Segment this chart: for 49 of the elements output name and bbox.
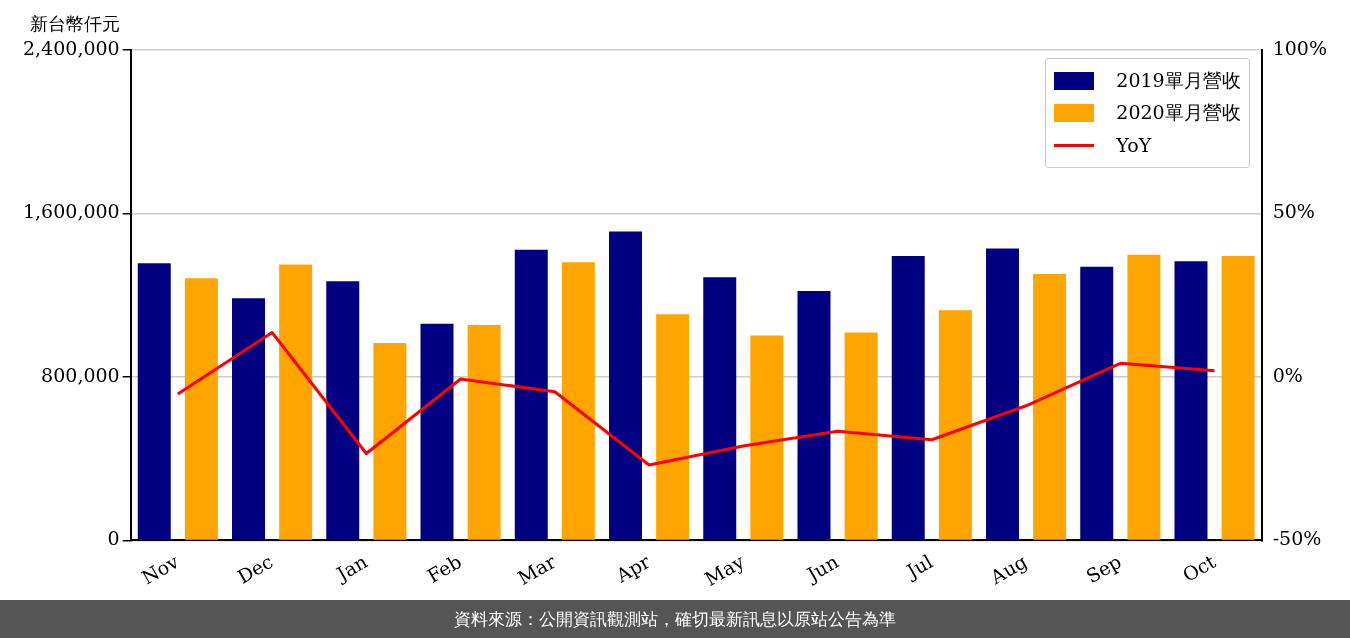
x-tick-label: Jul <box>901 550 937 584</box>
x-tick-label: Jun <box>801 550 843 587</box>
bar <box>1127 254 1161 540</box>
bar <box>986 248 1019 540</box>
bar <box>1033 273 1067 540</box>
y2-tick-label: 0% <box>1272 363 1303 386</box>
x-tick-label: Aug <box>985 550 1031 589</box>
bar <box>938 310 972 540</box>
bar <box>373 343 407 540</box>
bar <box>750 335 784 540</box>
y-axis-title: 新台幣仟元 <box>30 12 120 34</box>
bar <box>137 263 171 540</box>
bar <box>1174 261 1208 540</box>
bar <box>326 281 360 540</box>
x-tick-label: Apr <box>611 549 655 588</box>
bar <box>797 290 831 540</box>
bar <box>184 278 218 540</box>
y2-tick-label: -50% <box>1272 527 1322 550</box>
bar <box>561 262 595 540</box>
y2-tick-label: 100% <box>1272 36 1328 59</box>
bar <box>514 249 548 540</box>
bar <box>656 314 690 540</box>
bar <box>1221 256 1255 540</box>
bar <box>1080 266 1114 540</box>
x-tick-label: Oct <box>1178 549 1220 587</box>
source-note: 資料來源：公開資訊觀測站，確切最新訊息以原站公告為準 <box>0 600 1350 638</box>
bar <box>467 324 501 540</box>
x-tick-label: May <box>700 549 749 590</box>
bar <box>279 264 313 540</box>
bar <box>891 256 925 540</box>
x-tick-label: Jan <box>331 550 371 586</box>
x-tick-label: Sep <box>1082 550 1125 588</box>
bar <box>420 323 454 540</box>
legend-label: 2019單月營收 <box>1116 68 1241 93</box>
legend-label: 2020單月營收 <box>1116 100 1241 125</box>
y2-tick-label: 50% <box>1272 200 1315 223</box>
x-tick-label: Feb <box>423 550 466 587</box>
y-tick-label: 2,400,000 <box>22 36 120 59</box>
y-tick-label: 0 <box>107 527 120 550</box>
bar <box>844 332 878 540</box>
bar <box>609 231 642 540</box>
legend-label: YoY <box>1116 134 1152 156</box>
y-tick-label: 800,000 <box>41 363 120 386</box>
bar <box>232 298 265 540</box>
x-tick-label: Nov <box>137 549 183 589</box>
bar <box>703 277 737 540</box>
x-tick-label: Mar <box>513 549 561 590</box>
x-tick-label: Dec <box>233 550 277 588</box>
y-tick-label: 1,600,000 <box>22 200 120 223</box>
